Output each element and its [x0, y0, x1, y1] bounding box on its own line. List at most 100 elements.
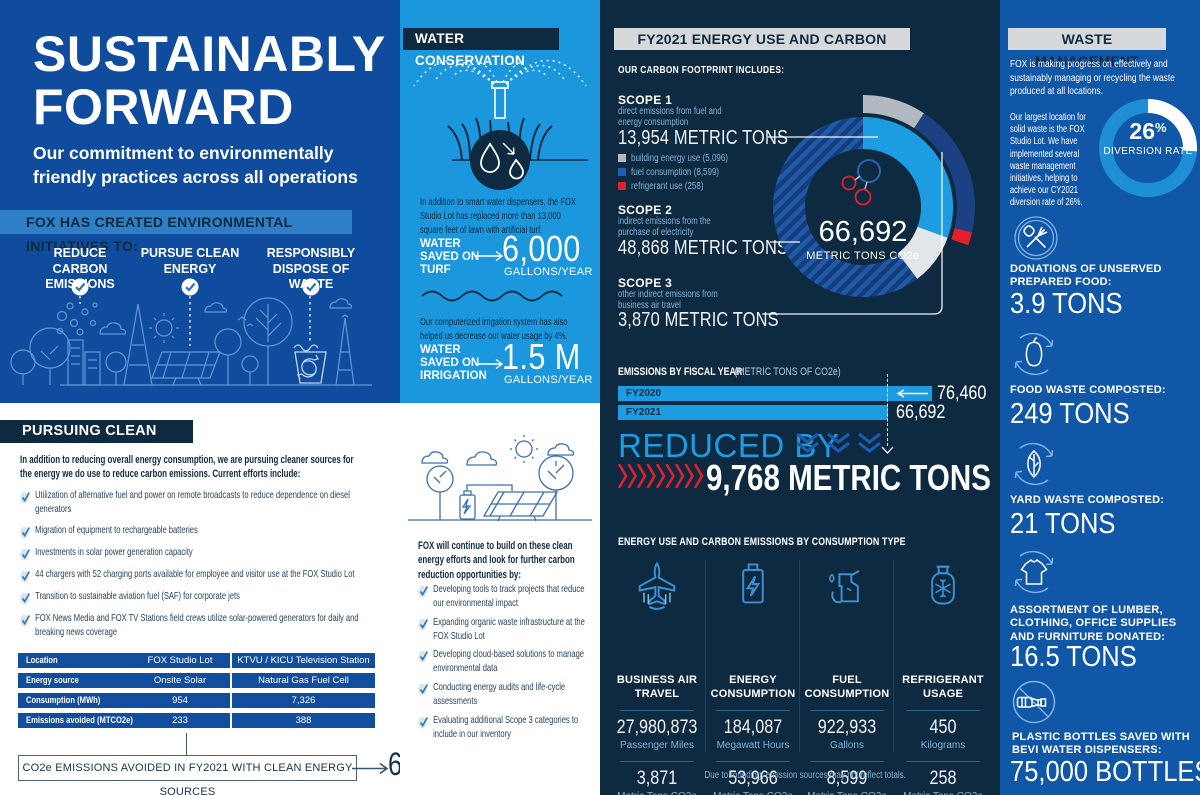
fy2020-value: 76,460	[937, 383, 987, 404]
legend-refrigerant-use: refrigerant use (258)	[618, 180, 722, 192]
yard-composted-value: 21 TONS	[1010, 508, 1116, 540]
list-item: Developing cloud-based solutions to mana…	[418, 648, 588, 676]
checkmark-icon	[418, 651, 428, 663]
list-item: Transition to sustainable aviation fuel …	[20, 590, 373, 605]
water-para-turf: In addition to smart water dispensers, t…	[420, 196, 576, 236]
consumption-refrigerant: REFRIGERANT USAGE 450 Kilograms 258 Metr…	[895, 558, 991, 795]
donut-fuel-segment	[914, 113, 975, 233]
yard-composted-label: YARD WASTE COMPOSTED:	[1010, 494, 1165, 506]
checkmark-icon	[418, 716, 428, 729]
legend-building-energy: building energy use (5,096)	[618, 152, 752, 164]
water-saved-irrigation-value: 1.5 M	[502, 336, 581, 377]
list-item: Expanding organic waste infrastructure a…	[418, 616, 588, 644]
donut-refrigerant-segment	[951, 228, 973, 246]
list-item: Conducting energy audits and life-cycle …	[418, 681, 588, 709]
water-conservation-header: WATER CONSERVATION	[403, 28, 559, 68]
dashed-arrowhead-icon	[881, 446, 894, 454]
check-circle-icon	[302, 278, 320, 296]
scope1-name: SCOPE 1	[618, 93, 673, 107]
solar-battery-illustration	[408, 435, 592, 522]
column-separator	[799, 560, 800, 752]
table-row: Emissions avoided (MTCO2e) 233 388	[18, 713, 375, 728]
checkmark-icon	[418, 585, 428, 598]
list-item: Developing tools to track projects that …	[418, 583, 588, 611]
consumption-fuel: FUEL CONSUMPTION 922,933 Gallons 8,599 M…	[799, 558, 895, 795]
section-hero: SUSTAINABLY FORWARD Our commitment to en…	[0, 0, 400, 403]
checkmark-icon	[20, 526, 30, 539]
food-donation-label: DONATIONS OF UNSERVED PREPARED FOOD:	[1010, 263, 1162, 289]
scope2-value: 48,868 METRIC TONS	[618, 237, 789, 259]
divider	[810, 709, 884, 711]
table-to-callout-connector	[186, 733, 187, 756]
water-saved-turf-value: 6,000	[502, 228, 581, 269]
fuel-nozzle-icon	[829, 570, 860, 604]
table-row: Consumption (MWh) 954 7,326	[18, 693, 375, 708]
compost-food-icon	[1014, 332, 1054, 376]
fy2021-value: 66,692	[896, 402, 946, 423]
waste-para-1: FOX is making progress on effectively an…	[1010, 58, 1175, 98]
divider	[620, 709, 694, 711]
section-future-efforts: FOX will continue to build on these clea…	[400, 403, 600, 795]
list-item: Evaluating additional Scope 3 categories…	[418, 714, 588, 742]
pursuing-clean-energy-header: PURSUING CLEAN ENERGY	[0, 420, 193, 462]
bottles-saved-label: PLASTIC BOTTLES SAVED WITH BEVI WATER DI…	[1012, 731, 1190, 757]
environment-illustration	[10, 296, 372, 386]
diversion-donut-chart	[1099, 99, 1197, 197]
checkmark-icon	[20, 570, 30, 583]
down-chevrons-icon	[796, 432, 881, 454]
section-energy-emissions: FY2021 ENERGY USE AND CARBON EMISSIONS O…	[600, 0, 1000, 795]
table-row: Location FOX Studio Lot KTVU / KICU Televi…	[18, 653, 375, 668]
red-chevrons-icon	[618, 464, 704, 488]
divider	[620, 760, 694, 762]
water-para-irrigation: Our computerized irrigation system has a…	[420, 316, 568, 342]
consumption-title: ENERGY USE AND CARBON EMISSIONS BY CONSU…	[618, 536, 906, 548]
reduction-arrow-icon	[896, 389, 928, 398]
donated-goods-icon	[1014, 550, 1054, 594]
list-item: FOX News Media and FOX TV Stations field…	[20, 612, 373, 640]
sprinkler-illustration	[413, 59, 588, 190]
list-item: 44 chargers with 52 charging ports avail…	[20, 568, 373, 583]
list-item: Migration of equipment to rechargeable b…	[20, 524, 373, 539]
bar-fy2021: FY2021	[618, 405, 888, 420]
bottles-saved-value: 75,000 BOTTLES	[1010, 756, 1200, 788]
check-circle-icon	[71, 278, 89, 296]
arrow-right-icon	[475, 250, 504, 262]
donut-total-value: 66,692	[818, 216, 908, 248]
title-line-2: FORWARD	[33, 79, 294, 135]
checkmark-icon	[418, 618, 428, 631]
list-item: Utilization of alternative fuel and powe…	[20, 489, 373, 517]
food-composted-value: 249 TONS	[1010, 398, 1130, 430]
scope1-value: 13,954 METRIC TONS	[618, 127, 789, 149]
donated-goods-value: 16.5 TONS	[1010, 641, 1137, 673]
scope3-value: 3,870 METRIC TONS	[618, 309, 779, 331]
donut-building-energy-segment	[863, 95, 924, 129]
clean-energy-list: Utilization of alternative fuel and powe…	[20, 489, 373, 646]
checkmark-icon	[20, 548, 30, 561]
divider	[810, 760, 884, 762]
donut-total-unit: METRIC TONS CO2e	[806, 250, 920, 262]
co2e-avoided-callout: CO2e EMISSIONS AVOIDED IN FY2021 WITH CL…	[18, 755, 357, 795]
divider	[906, 709, 980, 711]
initiative-clean-energy: PURSUE CLEAN ENERGY	[140, 246, 240, 276]
column-separator	[705, 560, 706, 752]
scope1-desc: direct emissions from fuel and energy co…	[618, 106, 722, 128]
water-saved-irrigation-label: WATER SAVED ON IRRIGATION	[420, 344, 487, 382]
title-line-1: SUSTAINABLY	[33, 26, 386, 82]
section-water-conservation: WATER CONSERVATION In addition to	[400, 0, 600, 403]
divider	[716, 760, 790, 762]
reduction-dashed-line	[887, 374, 888, 446]
initiative-reduce-carbon: REDUCE CARBON EMISSIONS	[45, 246, 114, 291]
donut-scope2-segment	[773, 117, 918, 297]
arrow-right-icon	[475, 358, 504, 370]
divider	[716, 709, 790, 711]
table-row: Energy source Onsite Solar Natural Gas Fue…	[18, 673, 375, 688]
section-pursuing-clean-energy: PURSUING CLEAN ENERGY In addition to red…	[0, 403, 400, 795]
page-title: SUSTAINABLY FORWARD	[33, 28, 386, 134]
energy-emissions-header: FY2021 ENERGY USE AND CARBON EMISSIONS	[614, 28, 910, 69]
utensils-icon	[1014, 216, 1058, 260]
food-composted-label: FOOD WASTE COMPOSTED:	[1010, 384, 1166, 396]
clean-energy-intro: In addition to reducing overall energy c…	[20, 454, 354, 481]
water-saved-turf-label: WATER SAVED ON TURF	[420, 238, 480, 276]
consumption-air-travel: BUSINESS AIR TRAVEL 27,980,873 Passenger…	[609, 558, 705, 795]
